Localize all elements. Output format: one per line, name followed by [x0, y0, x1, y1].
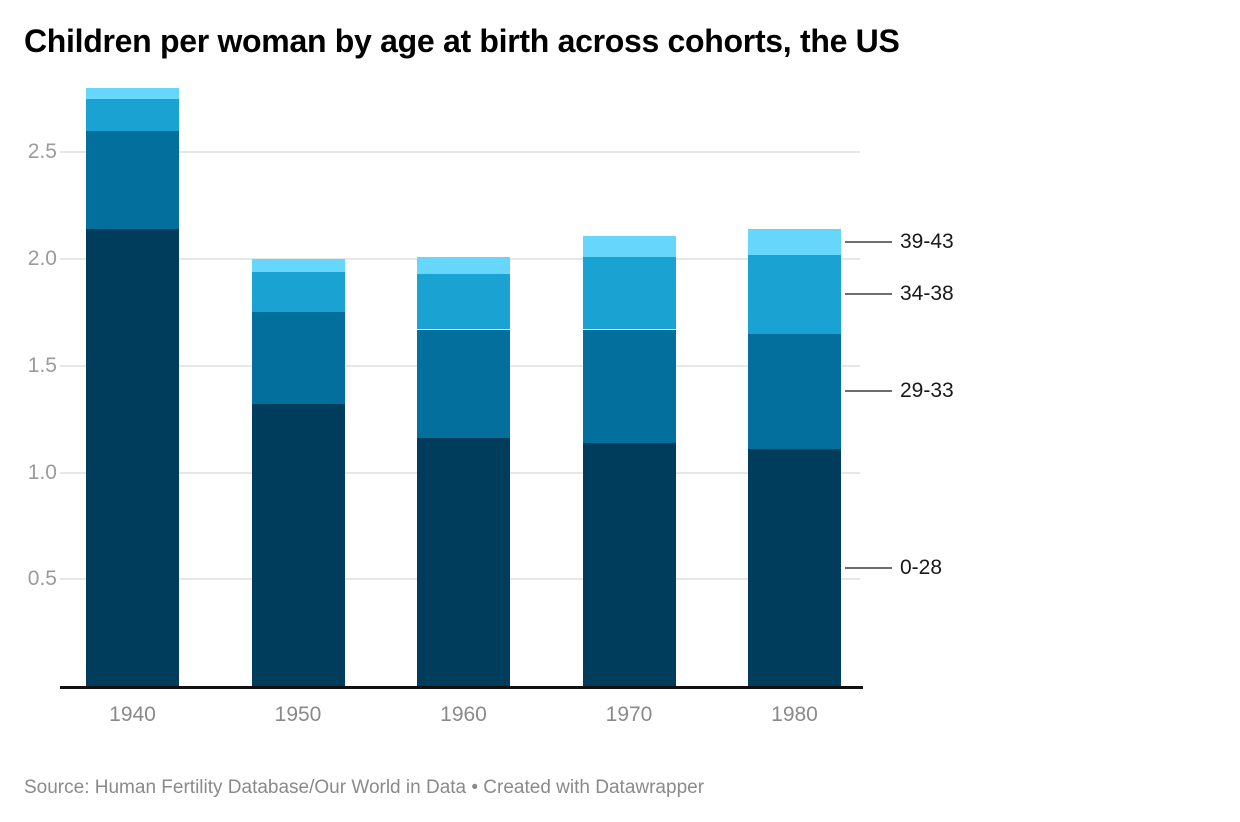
y-tick-label: 0.5 — [27, 567, 57, 591]
legend-label-0-28: 0-28 — [900, 555, 943, 579]
y-tick-label: 1.5 — [27, 353, 57, 377]
legend-leader-line — [845, 240, 892, 243]
x-axis-label: 1950 — [274, 703, 322, 726]
x-axis-line — [60, 686, 863, 689]
x-axis-label: 1970 — [605, 703, 653, 726]
legend-leader-line — [845, 293, 892, 296]
bar-segment-1940-29-33[interactable] — [86, 130, 179, 230]
bar-segment-1980-34-38[interactable] — [748, 254, 841, 334]
legend-leader-line — [845, 566, 892, 569]
bar-segment-1960-0-28[interactable] — [417, 438, 510, 686]
bar-segment-1970-0-28[interactable] — [582, 442, 676, 686]
y-tick-label: 2.5 — [27, 140, 57, 164]
y-tick-label: 1.0 — [27, 460, 57, 484]
bar-segment-1970-29-33[interactable] — [582, 329, 676, 443]
bar-segment-1950-29-33[interactable] — [251, 312, 345, 405]
chart-title: Children per woman by age at birth acros… — [24, 23, 900, 59]
bar-segment-1950-34-38[interactable] — [251, 271, 345, 313]
bar-segment-1980-39-43[interactable] — [748, 229, 841, 255]
bar-segment-1950-0-28[interactable] — [251, 404, 345, 686]
x-axis-label: 1940 — [109, 703, 156, 726]
bar-segment-1960-39-43[interactable] — [417, 256, 510, 274]
bar-segment-1980-0-28[interactable] — [748, 449, 841, 686]
bar-segment-1940-39-43[interactable] — [86, 88, 179, 99]
bar-segment-1960-29-33[interactable] — [417, 329, 510, 439]
bar-segment-1940-34-38[interactable] — [86, 98, 179, 131]
bar-segment-1980-29-33[interactable] — [748, 333, 841, 449]
source-note: Source: Human Fertility Database/Our Wor… — [24, 777, 705, 798]
legend-label-34-38: 34-38 — [900, 282, 954, 306]
bar-segment-1960-34-38[interactable] — [417, 273, 510, 330]
bar-segment-1970-34-38[interactable] — [582, 256, 676, 330]
bar-segment-1940-0-28[interactable] — [86, 229, 179, 686]
legend-label-39-43: 39-43 — [900, 229, 954, 253]
x-axis-label: 1960 — [440, 703, 487, 726]
legend-label-29-33: 29-33 — [900, 379, 954, 403]
y-tick-label: 2.0 — [27, 247, 57, 270]
x-axis-label: 1980 — [771, 703, 818, 726]
bar-segment-1970-39-43[interactable] — [582, 235, 676, 257]
bar-segment-1950-39-43[interactable] — [251, 259, 345, 272]
legend-leader-line — [845, 390, 892, 393]
gridline — [60, 151, 860, 154]
